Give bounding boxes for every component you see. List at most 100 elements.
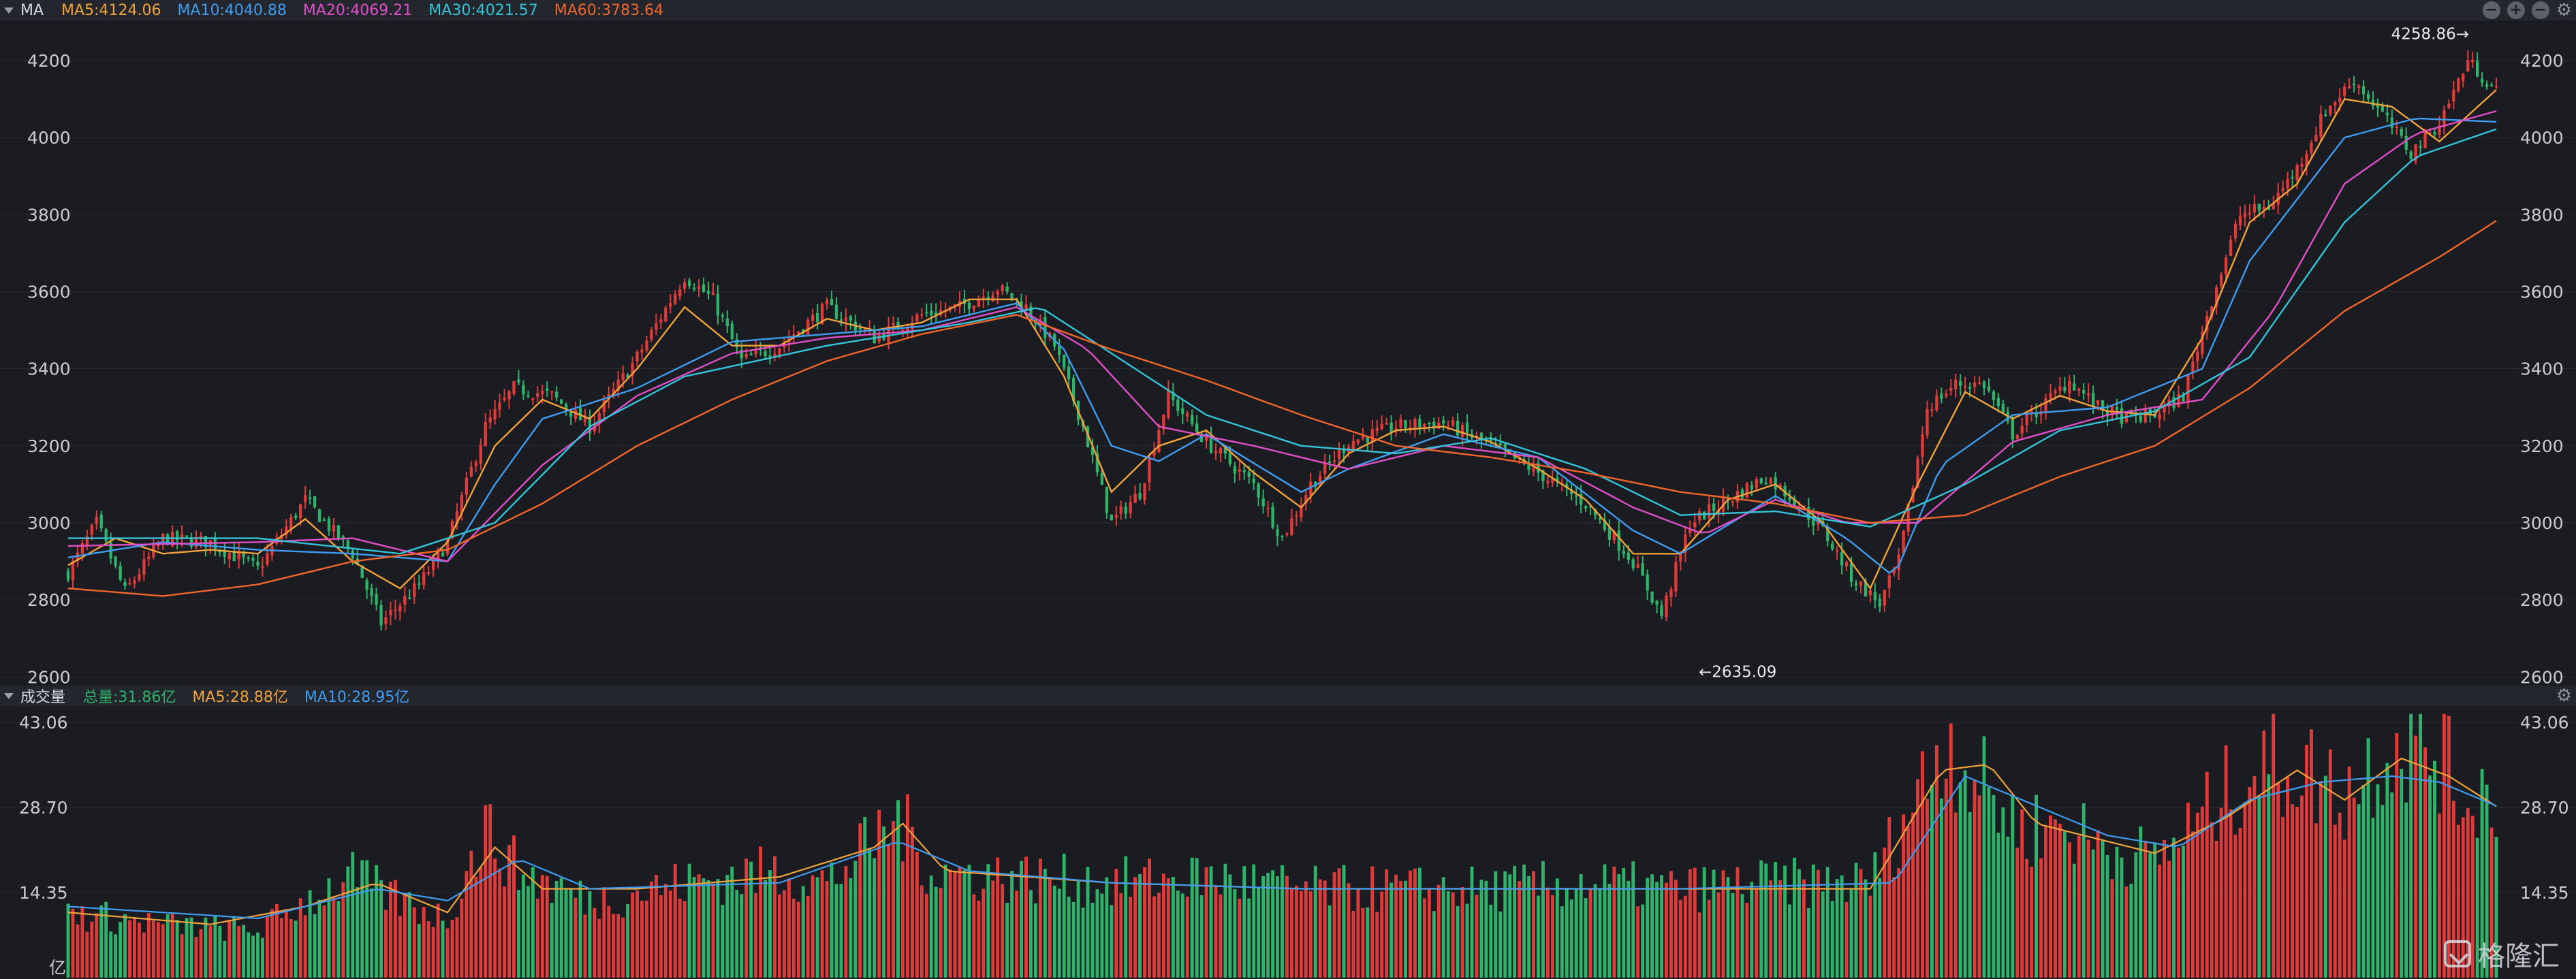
volume-bar [2442,713,2446,978]
candle [289,513,293,535]
candle [664,305,667,323]
brand-logo: 格隆汇 [2444,934,2560,974]
volume-bar [2190,831,2195,978]
volume-bar [317,899,321,978]
volume-bar [550,903,554,978]
volume-bar [279,918,283,978]
candle [2201,325,2204,359]
volume-bar [2044,826,2047,978]
candle [1271,502,1274,530]
candle [365,577,368,599]
volume-tick-right-2: 43.06 [2520,713,2569,733]
candle [1759,477,1763,485]
volume-bar [924,893,928,978]
axis-labels: 2600 2600 2800 2800 3000 3000 3200 3200 3400 3400… [19,51,2569,978]
volume-settings-gear-icon[interactable]: ⚙ [2556,686,2572,706]
minimize-button[interactable]: − [2531,1,2549,19]
candle [1043,310,1047,346]
zoom-in-button[interactable]: + [2507,1,2525,19]
volume-bar [479,867,483,978]
volume-bar [635,890,639,978]
candle [493,400,497,425]
vol-ma5-legend: MA5:28.88亿 [192,689,288,706]
volume-bar [237,926,241,978]
volume-bar [218,925,222,978]
candle [2063,376,2067,394]
candle [2462,73,2465,88]
candle [650,327,653,342]
candle [152,538,155,560]
volume-bar [1503,871,1507,978]
volume-bar [687,863,691,978]
candle [1721,488,1725,516]
volume-bar [896,800,900,978]
candle [892,316,895,334]
volume-bar [1864,879,1868,978]
volume-bar [1987,787,1991,978]
price-ma30-line [68,128,2497,555]
volume-bar [1996,833,2000,978]
volume-bar [522,874,525,978]
volume-bar [564,889,568,978]
volume-bar [2210,822,2214,978]
candle [1409,419,1412,434]
volume-bar [1409,870,1412,978]
candle [2381,102,2385,113]
volume-bar [1119,893,1123,978]
candle [1892,566,1896,577]
price-ma10-line [67,117,2497,575]
candle [2485,80,2489,90]
candle [95,510,98,530]
volume-tick-left-2: 43.06 [19,713,68,733]
collapse-icon[interactable] [4,692,14,699]
volume-indicator-name[interactable]: 成交量 [4,685,65,707]
volume-bar [730,867,734,978]
volume-bar [1854,863,1858,978]
candle [1195,415,1199,436]
volume-bar [1944,778,1948,978]
candle [2058,377,2062,396]
volume-bar [128,920,131,978]
volume-bar [2257,795,2261,978]
volume-bar [1276,876,1279,978]
volume-bar [85,931,89,978]
volume-bar [375,865,379,978]
volume-bar [2390,792,2394,978]
volume-bar [578,880,582,978]
candle [1100,469,1104,485]
price-indicator-name[interactable]: MA [4,2,44,19]
volume-bar [123,914,127,978]
candle [223,542,226,564]
volume-bar [2305,744,2308,978]
volume-bar [119,922,123,978]
volume-bar [313,914,317,978]
price-tick-right-5: 3600 [2520,282,2564,302]
zoom-out-button[interactable]: − [2482,1,2500,19]
price-tick-right-2: 3000 [2520,513,2564,533]
volume-bar [1313,865,1317,978]
volume-bar [2229,809,2233,978]
candle [1954,373,1958,398]
volume-bar [1043,869,1047,978]
volume-bar [1593,884,1597,978]
volume-bar [678,899,682,978]
volume-bar [2371,818,2375,978]
candle [834,297,838,320]
volume-bar [213,915,217,978]
volume-bar [1195,858,1199,978]
candle [1356,438,1360,445]
collapse-icon[interactable] [4,7,14,14]
volume-bar [1560,906,1564,978]
candle [1214,443,1218,460]
candle [1584,504,1588,512]
volume-bar [815,877,819,978]
volume-bar [668,890,672,978]
volume-bar [2342,839,2346,978]
volume-bar [607,905,611,978]
volume-bar [194,937,198,978]
settings-gear-icon[interactable]: ⚙ [2556,0,2572,20]
volume-bar [1261,876,1266,978]
candle [1257,482,1260,507]
volume-bar [2054,819,2057,978]
